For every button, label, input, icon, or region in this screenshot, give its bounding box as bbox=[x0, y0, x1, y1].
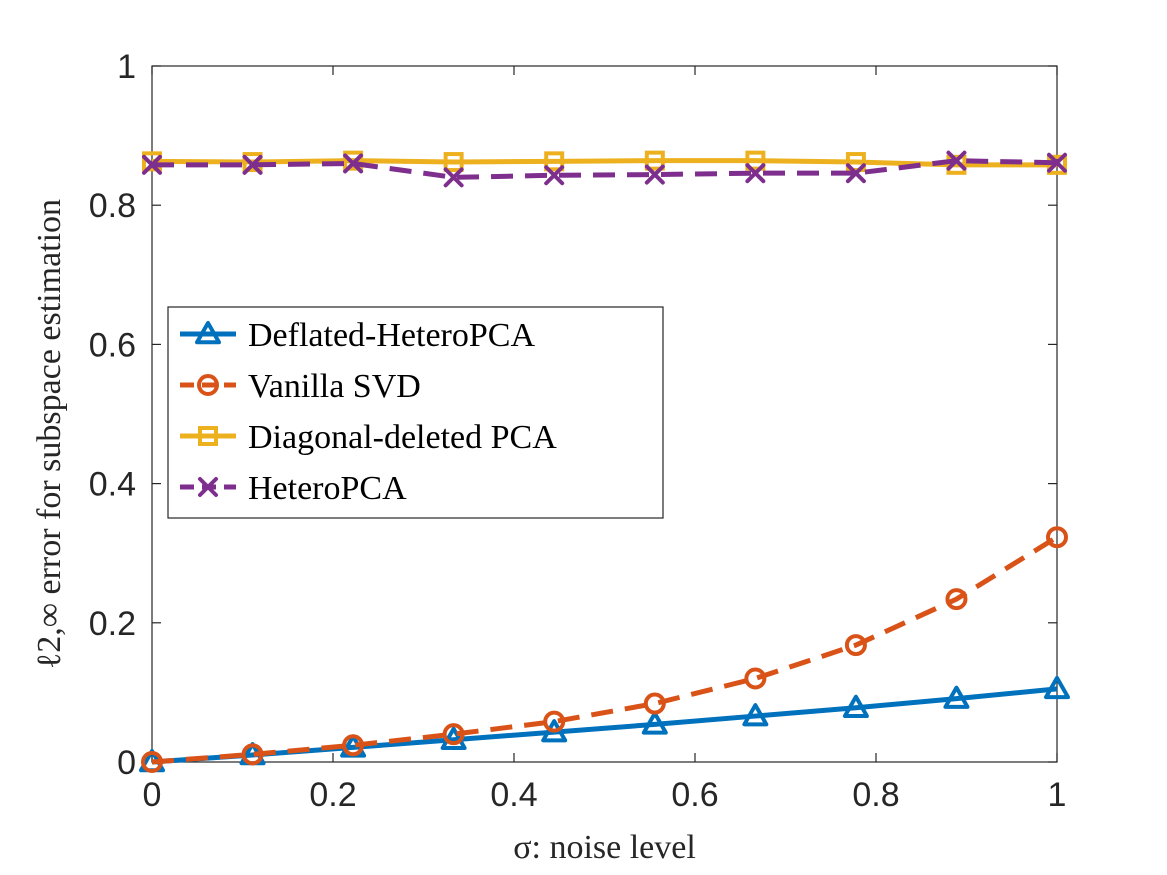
series-line bbox=[151, 158, 1057, 168]
circle-marker bbox=[844, 634, 867, 657]
triangle-marker bbox=[1044, 675, 1070, 700]
circle-marker bbox=[141, 751, 163, 773]
legend-entry: Deflated-HeteroPCA bbox=[180, 317, 535, 354]
circle-marker bbox=[241, 743, 264, 766]
square-marker bbox=[644, 150, 665, 171]
x-tick-label: 0.6 bbox=[671, 776, 718, 814]
x-marker bbox=[343, 153, 364, 174]
y-tick-label: 0.2 bbox=[89, 605, 136, 643]
legend-label: HeteroPCA bbox=[248, 470, 407, 507]
x-marker bbox=[644, 164, 665, 185]
legend-entry: HeteroPCA bbox=[180, 470, 407, 507]
square-marker bbox=[845, 152, 866, 173]
square-marker bbox=[198, 426, 218, 446]
circle-marker bbox=[945, 588, 968, 611]
x-marker bbox=[242, 154, 263, 175]
y-tick-label: 0.8 bbox=[89, 187, 136, 225]
triangle-marker bbox=[641, 711, 668, 735]
circle-marker bbox=[197, 374, 219, 396]
x-tick-label: 0 bbox=[143, 776, 162, 814]
x-marker bbox=[1047, 152, 1067, 173]
circle-marker bbox=[442, 723, 465, 746]
circle-marker bbox=[1046, 526, 1068, 549]
x-marker bbox=[845, 163, 866, 184]
axis-ticks: 0 0.2 0.4 0.6 0.8 1 0 0.2 0.4 0.6 0.8 1 bbox=[89, 48, 1067, 814]
x-marker bbox=[198, 477, 218, 497]
circle-marker bbox=[342, 734, 365, 757]
x-tick-label: 0.8 bbox=[852, 776, 899, 814]
series-diagonal-deleted-pca bbox=[142, 150, 1067, 175]
square-marker bbox=[443, 152, 464, 173]
y-tick-label: 0 bbox=[117, 744, 136, 782]
legend-label: Diagonal-deleted PCA bbox=[248, 419, 557, 456]
plot-area bbox=[151, 65, 1058, 763]
y-tick-label: 1 bbox=[117, 48, 136, 86]
square-marker bbox=[343, 150, 364, 171]
y-tick-label: 0.6 bbox=[89, 326, 136, 364]
circle-marker bbox=[744, 667, 767, 690]
series-line bbox=[152, 158, 1058, 180]
x-marker bbox=[544, 165, 565, 186]
triangle-marker bbox=[440, 726, 467, 750]
legend-box bbox=[167, 306, 664, 519]
square-marker bbox=[745, 150, 766, 171]
x-axis-label: σ: noise level bbox=[513, 829, 696, 866]
triangle-marker bbox=[943, 685, 970, 709]
circle-marker bbox=[643, 692, 666, 715]
legend-entry: Vanilla SVD bbox=[180, 368, 421, 405]
x-tick-label: 0.4 bbox=[490, 776, 537, 814]
x-tick-label: 0.2 bbox=[309, 776, 356, 814]
x-marker bbox=[142, 154, 162, 175]
x-marker bbox=[443, 167, 464, 188]
square-marker bbox=[946, 154, 967, 175]
triangle-marker bbox=[842, 694, 869, 718]
x-tick-label: 1 bbox=[1048, 776, 1067, 814]
x-marker bbox=[745, 163, 766, 184]
series-vanilla-svd bbox=[141, 526, 1068, 773]
square-marker bbox=[544, 151, 565, 172]
y-tick-label: 0.4 bbox=[89, 466, 136, 504]
legend-label: Vanilla SVD bbox=[248, 368, 421, 405]
x-marker bbox=[946, 150, 967, 171]
legend-entries: Deflated-HeteroPCA Vanilla SVD Diagonal-de… bbox=[180, 317, 557, 507]
legend-label: Deflated-HeteroPCA bbox=[248, 317, 535, 354]
series-line bbox=[151, 535, 1059, 765]
triangle-marker bbox=[742, 703, 769, 727]
square-marker bbox=[242, 152, 263, 173]
circle-marker bbox=[543, 710, 566, 733]
square-marker bbox=[142, 151, 162, 172]
legend-entry: Diagonal-deleted PCA bbox=[180, 419, 557, 456]
triangle-marker bbox=[195, 321, 221, 345]
legend: Deflated-HeteroPCA Vanilla SVD Diagonal-de… bbox=[167, 306, 664, 519]
series-group bbox=[139, 150, 1070, 773]
series-heteropca bbox=[142, 150, 1067, 188]
y-axis-label: ℓ2,∞ error for subspace estimation bbox=[31, 199, 68, 669]
